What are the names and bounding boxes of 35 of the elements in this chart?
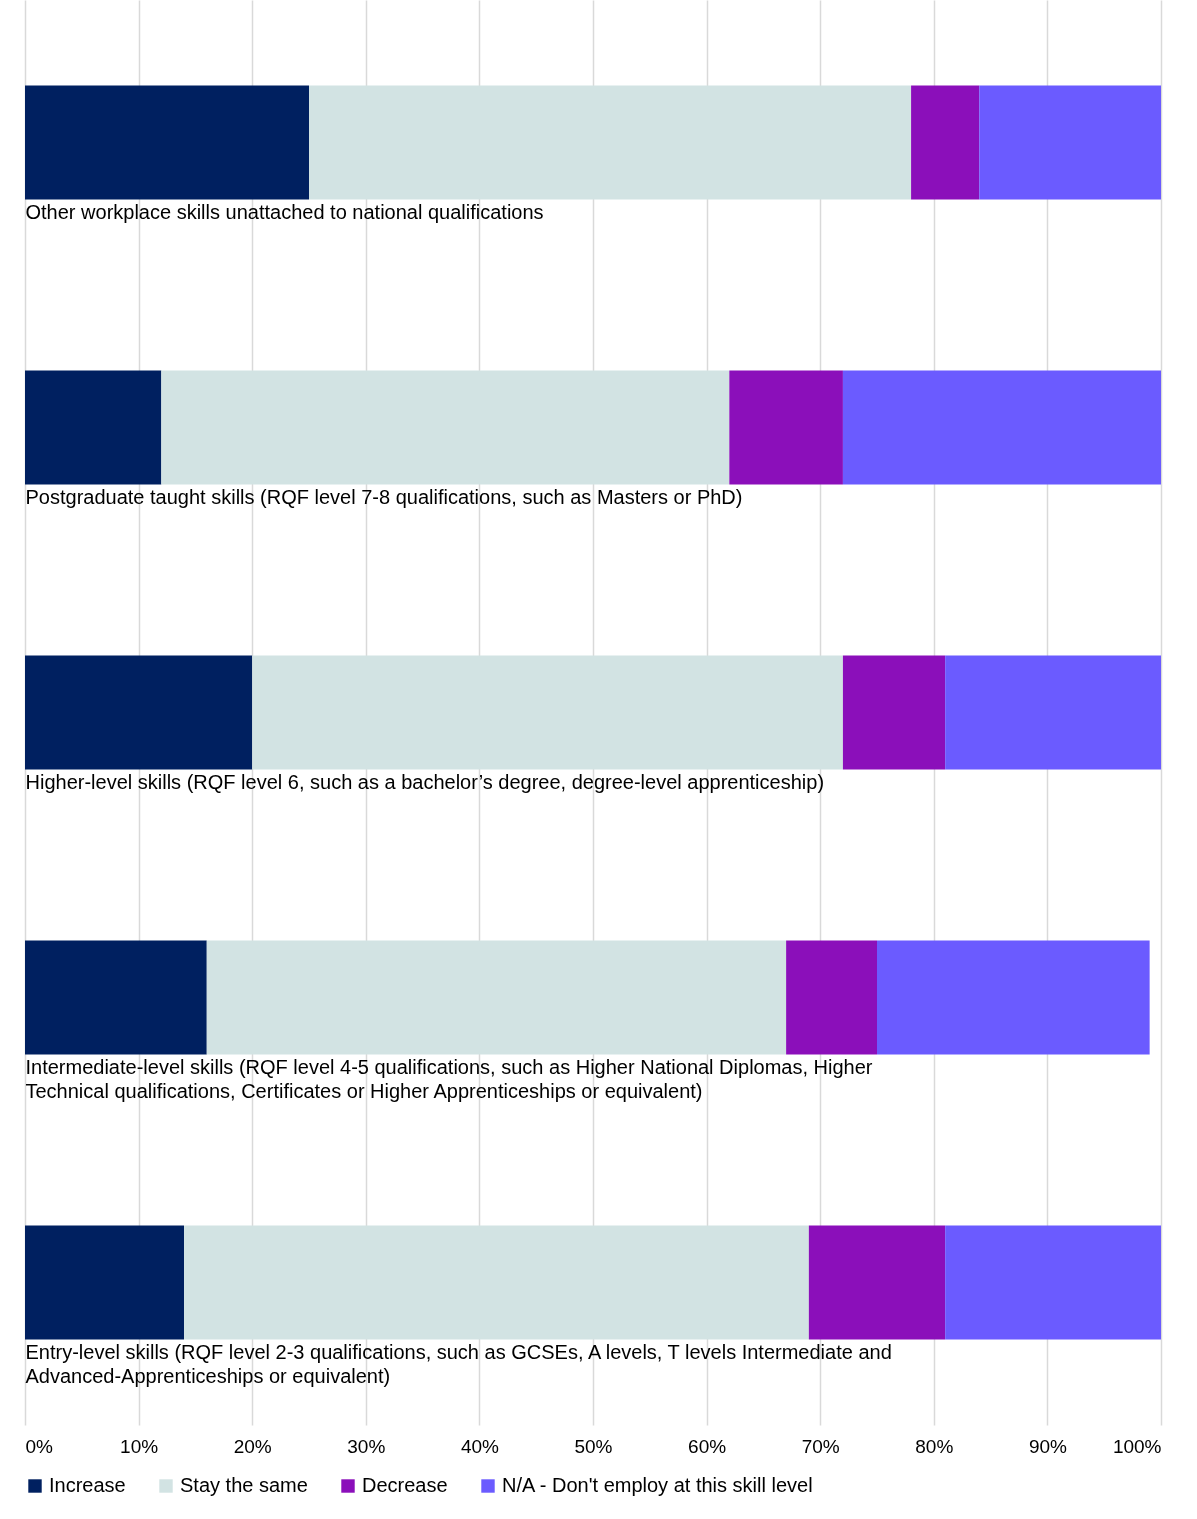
x-tick-label: 100%: [1112, 1435, 1162, 1457]
y-tick-label: Postgraduate taught skills (RQF level 7-8 qualifications, such as Masters or PhD): [25, 485, 743, 508]
bar: [25, 1225, 185, 1340]
y-tick-label: Entry-level skills (RQF level 2-3 qualifications, such as GCSEs, A levels, T levels Intermediate and Advanced-Apprenticeships or equivalent): [25, 1340, 892, 1387]
y-tick-label: Higher-level skills (RQF level 6, such as a bachelor’s degree, degree-level apprenticeship): [25, 770, 825, 793]
x-tick-label: 40%: [460, 1435, 500, 1457]
x-tick-label: 80%: [915, 1435, 954, 1457]
x-tick-label: 50%: [574, 1435, 613, 1457]
bar: [877, 940, 1150, 1055]
legend-label: Decrease: [362, 1474, 448, 1496]
bar: [911, 85, 980, 200]
legend-label: Increase: [49, 1474, 126, 1496]
x-tick-label: 60%: [688, 1435, 727, 1457]
x-tick-label: 70%: [801, 1435, 840, 1457]
bar: [842, 370, 1161, 485]
bar: [25, 655, 253, 770]
bar: [842, 655, 946, 770]
bar: [25, 940, 207, 1055]
legend-label: Stay the same: [180, 1474, 308, 1496]
y-tick-label: Other workplace skills unattached to national qualifications: [25, 200, 544, 223]
bar: [25, 370, 162, 485]
bar: [808, 1225, 946, 1340]
x-tick-label: 90%: [1028, 1435, 1068, 1457]
x-tick-label: 10%: [120, 1435, 159, 1457]
bar: [786, 940, 877, 1055]
x-tick-label: 0%: [25, 1435, 54, 1457]
bar: [945, 655, 1161, 770]
bar: [729, 370, 843, 485]
bar: [979, 85, 1161, 200]
bar: [945, 1225, 1161, 1340]
legend-label: N/A - Don't employ at this skill level: [502, 1474, 813, 1496]
y-tick-label: Intermediate-level skills (RQF level 4-5 qualifications, such as Higher National Diplomas, Higher Technical qualifications, Certificates or Higher Apprenticeships or equivalent): [25, 1055, 873, 1102]
x-tick-label: 30%: [347, 1435, 386, 1457]
x-tick-label: 20%: [233, 1435, 272, 1457]
bar: [25, 85, 309, 200]
